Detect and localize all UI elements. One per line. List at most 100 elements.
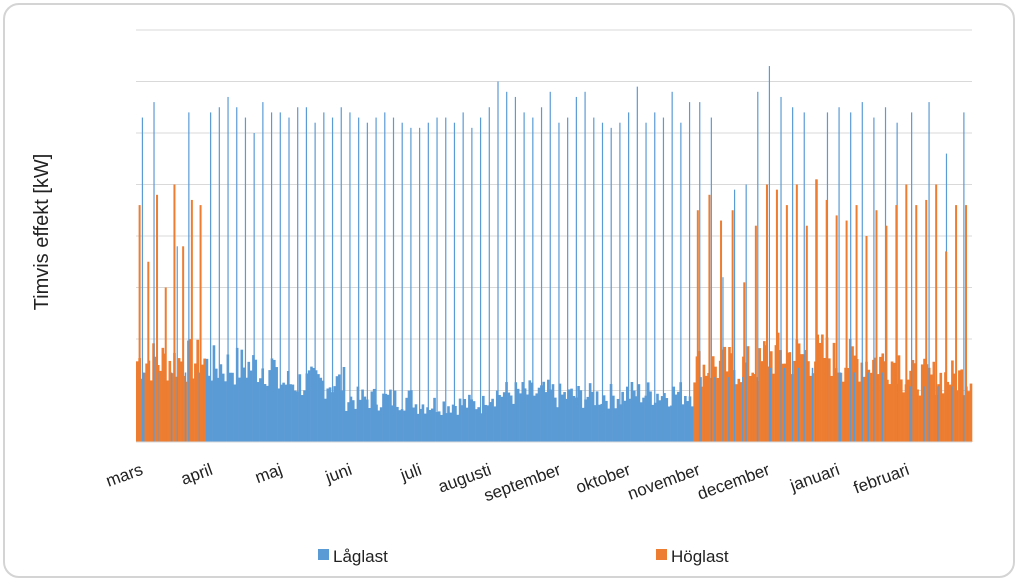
laglast-bar <box>621 391 624 442</box>
laglast-bar <box>249 370 253 442</box>
laglast-bar <box>440 414 443 442</box>
hoglast-bar <box>800 354 803 442</box>
laglast-bar <box>345 410 348 442</box>
x-tick-label: april <box>178 460 215 489</box>
laglast-bar <box>523 388 527 442</box>
hoglast-bar <box>958 370 961 442</box>
hoglast-bar <box>136 361 139 442</box>
laglast-peak <box>436 117 438 443</box>
laglast-bar <box>184 372 187 442</box>
laglast-peak <box>314 122 316 442</box>
hoglast-bar <box>913 363 917 442</box>
hoglast-peak <box>731 210 734 442</box>
laglast-bar <box>567 389 571 442</box>
laglast-peak <box>471 127 473 442</box>
laglast-bar <box>482 395 485 442</box>
x-tick-label: juli <box>397 460 424 485</box>
hoglast-bar <box>781 363 785 442</box>
laglast-bar <box>428 409 432 442</box>
hoglast-bar <box>693 382 696 442</box>
laglast-bar <box>663 393 666 442</box>
hoglast-peak <box>182 246 185 442</box>
laglast-bar <box>170 372 173 442</box>
laglast-bar <box>502 392 506 442</box>
hoglast-bar <box>725 371 729 442</box>
hoglast-bar <box>189 339 193 442</box>
laglast-bar <box>797 367 800 442</box>
hoglast-bar <box>858 381 861 442</box>
laglast-bar <box>493 406 497 442</box>
laglast-bar <box>205 358 209 442</box>
laglast-bar <box>321 380 325 442</box>
laglast-bar <box>449 412 453 442</box>
laglast-bar <box>333 386 337 442</box>
hoglast-bar <box>145 363 148 442</box>
laglast-bar <box>254 359 258 442</box>
laglast-bar <box>700 377 702 442</box>
laglast-bar <box>207 375 211 442</box>
laglast-peak <box>584 91 586 443</box>
hoglast-bar <box>969 383 973 442</box>
laglast-bar <box>319 377 323 442</box>
laglast-bar <box>342 367 346 442</box>
hoglast-bar <box>916 389 919 442</box>
laglast-peak <box>838 107 840 442</box>
x-tick-label: december <box>695 460 773 504</box>
laglast-bar <box>528 380 532 442</box>
hoglast-bar <box>177 358 181 442</box>
hoglast-peak <box>875 210 878 442</box>
hoglast-peak <box>173 184 176 442</box>
hoglast-peak <box>935 184 938 442</box>
hoglast-bar <box>716 377 720 442</box>
hoglast-peak <box>708 194 711 442</box>
hoglast-bar <box>911 360 915 442</box>
laglast-bar <box>414 404 418 442</box>
hoglast-bar <box>194 363 197 442</box>
laglast-bar <box>628 398 631 442</box>
laglast-bar <box>579 390 583 442</box>
laglast-bar <box>456 414 460 442</box>
laglast-bar <box>560 394 564 442</box>
laglast-bar <box>398 410 402 442</box>
hoglast-peak <box>855 205 858 442</box>
hoglast-bar <box>844 367 847 442</box>
laglast-peak <box>671 91 673 443</box>
hoglast-peak <box>147 261 150 442</box>
laglast-bar <box>382 393 385 442</box>
laglast-bar <box>521 382 525 442</box>
hoglast-bar <box>180 361 183 442</box>
laglast-bar <box>447 406 450 442</box>
laglast-peak <box>288 117 290 443</box>
hoglast-peak <box>156 194 159 442</box>
hoglast-bar <box>941 393 945 442</box>
laglast-bar <box>286 371 290 442</box>
laglast-peak <box>218 107 220 442</box>
laglast-bar <box>558 383 562 442</box>
hoglast-bar <box>862 376 866 442</box>
laglast-bar <box>347 402 350 442</box>
laglast-bar <box>674 394 678 442</box>
laglast-peak <box>410 127 412 442</box>
laglast-bar <box>368 408 371 442</box>
hoglast-bar <box>821 334 824 442</box>
laglast-bar <box>252 355 255 442</box>
laglast-bar <box>551 384 555 442</box>
laglast-peak <box>419 127 421 442</box>
bars <box>136 66 973 443</box>
laglast-peak <box>780 96 782 442</box>
laglast-bar <box>242 367 246 442</box>
laglast-peak <box>445 117 447 443</box>
laglast-peak <box>358 117 360 443</box>
laglast-bar <box>811 367 814 442</box>
laglast-peak <box>549 91 551 443</box>
laglast-peak <box>462 112 464 443</box>
laglast-bar <box>495 390 499 442</box>
laglast-bar <box>442 401 446 442</box>
hoglast-bar <box>723 346 727 442</box>
laglast-bar <box>600 403 604 442</box>
laglast-bar <box>430 408 434 442</box>
laglast-peak <box>297 107 299 442</box>
hoglast-bar <box>735 384 738 442</box>
hoglast-bar <box>932 361 936 442</box>
